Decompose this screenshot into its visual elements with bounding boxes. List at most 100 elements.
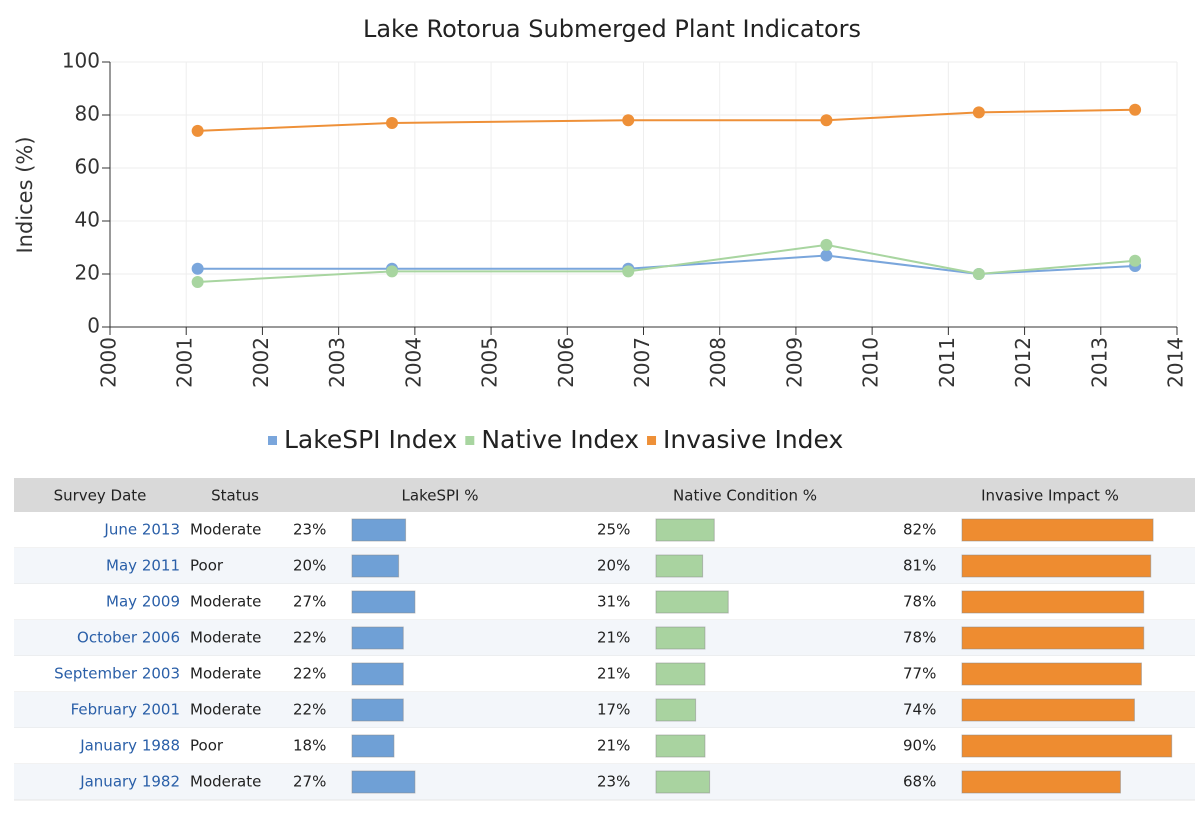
value-label: 23%	[293, 521, 326, 539]
chart-title: Lake Rotorua Submerged Plant Indicators	[363, 15, 861, 43]
y-tick-label: 80	[75, 102, 100, 126]
status: Moderate	[190, 773, 261, 791]
survey-date-link[interactable]: January 1988	[79, 737, 180, 755]
value-bar	[655, 698, 697, 722]
data-point	[622, 114, 635, 127]
status: Moderate	[190, 701, 261, 719]
value-bar	[961, 698, 1135, 722]
x-tick-label: 2010	[859, 337, 883, 388]
value-bar	[655, 662, 706, 686]
x-tick-label: 2006	[554, 337, 578, 388]
y-tick-label: 60	[75, 155, 100, 179]
data-point	[191, 124, 204, 137]
survey-date-link[interactable]: June 2013	[103, 521, 180, 539]
legend-swatch	[268, 436, 277, 445]
legend-swatch	[647, 436, 657, 445]
x-tick-label: 2011	[935, 337, 959, 388]
x-tick-label: 2002	[249, 337, 273, 388]
legend-label: Invasive Index	[663, 425, 843, 454]
data-point	[1129, 103, 1142, 116]
value-label: 90%	[903, 737, 936, 755]
value-bar	[961, 518, 1154, 542]
data-point	[820, 238, 833, 251]
value-label: 17%	[597, 701, 630, 719]
x-tick-label: 2003	[325, 337, 349, 388]
value-bar	[351, 734, 395, 758]
value-label: 78%	[903, 593, 936, 611]
data-point	[972, 268, 985, 280]
value-bar	[961, 770, 1121, 794]
x-tick-label: 2007	[630, 337, 654, 388]
survey-date-link[interactable]: May 2011	[106, 557, 180, 575]
value-bar	[351, 626, 404, 650]
value-bar	[961, 590, 1145, 614]
survey-date-link[interactable]: January 1982	[79, 773, 180, 791]
data-point	[385, 116, 398, 129]
legend-label: LakeSPI Index	[284, 425, 457, 454]
survey-date-link[interactable]: May 2009	[106, 593, 180, 611]
table-header	[14, 478, 1195, 512]
value-label: 68%	[903, 773, 936, 791]
status: Poor	[190, 737, 224, 755]
value-label: 25%	[597, 521, 630, 539]
value-bar	[351, 698, 404, 722]
series-line	[197, 243, 1136, 283]
data-point	[622, 265, 635, 278]
data-point	[191, 262, 204, 275]
data-point	[820, 249, 833, 262]
y-tick-label: 0	[87, 314, 100, 338]
data-point	[385, 265, 398, 278]
value-bar	[961, 554, 1152, 578]
series-line	[197, 108, 1136, 132]
value-bar	[961, 626, 1145, 650]
data-point	[972, 106, 985, 119]
value-bar	[961, 734, 1173, 758]
value-label: 22%	[293, 629, 326, 647]
x-tick-label: 2014	[1164, 337, 1188, 388]
status: Moderate	[190, 521, 261, 539]
y-axis-label: Indices (%)	[13, 136, 37, 253]
x-tick-label: 2005	[478, 337, 502, 388]
value-label: 82%	[903, 521, 936, 539]
survey-date-link[interactable]: February 2001	[71, 701, 180, 719]
value-bar	[655, 590, 729, 614]
value-bar	[655, 518, 715, 542]
value-label: 77%	[903, 665, 936, 683]
x-tick-label: 2013	[1087, 337, 1111, 388]
value-label: 78%	[903, 629, 936, 647]
value-label: 81%	[903, 557, 936, 575]
value-label: 18%	[293, 737, 326, 755]
survey-date-link[interactable]: September 2003	[54, 665, 180, 683]
x-tick-label: 2012	[1011, 337, 1035, 388]
x-tick-label: 2000	[97, 337, 121, 388]
value-bar	[655, 770, 711, 794]
column-header: Native Condition %	[673, 487, 817, 505]
column-header: Status	[211, 487, 259, 505]
value-bar	[351, 770, 416, 794]
value-bar	[351, 554, 400, 578]
value-label: 20%	[293, 557, 326, 575]
survey-date-link[interactable]: October 2006	[77, 629, 180, 647]
value-label: 21%	[597, 665, 630, 683]
value-label: 31%	[597, 593, 630, 611]
column-header: Survey Date	[54, 487, 147, 505]
value-label: 20%	[597, 557, 630, 575]
y-tick-label: 100	[62, 49, 100, 73]
value-label: 27%	[293, 593, 326, 611]
x-tick-label: 2001	[173, 337, 197, 388]
value-bar	[961, 662, 1142, 686]
value-label: 21%	[597, 737, 630, 755]
data-point	[191, 275, 204, 288]
value-bar	[351, 518, 407, 542]
x-tick-label: 2009	[782, 337, 806, 388]
value-label: 22%	[293, 665, 326, 683]
data-point	[1129, 254, 1142, 267]
legend-label: Native Index	[481, 425, 639, 454]
value-bar	[655, 554, 704, 578]
value-label: 74%	[903, 701, 936, 719]
status: Moderate	[190, 665, 261, 683]
value-bar	[351, 662, 404, 686]
status: Moderate	[190, 593, 261, 611]
column-header: Invasive Impact %	[981, 487, 1119, 505]
